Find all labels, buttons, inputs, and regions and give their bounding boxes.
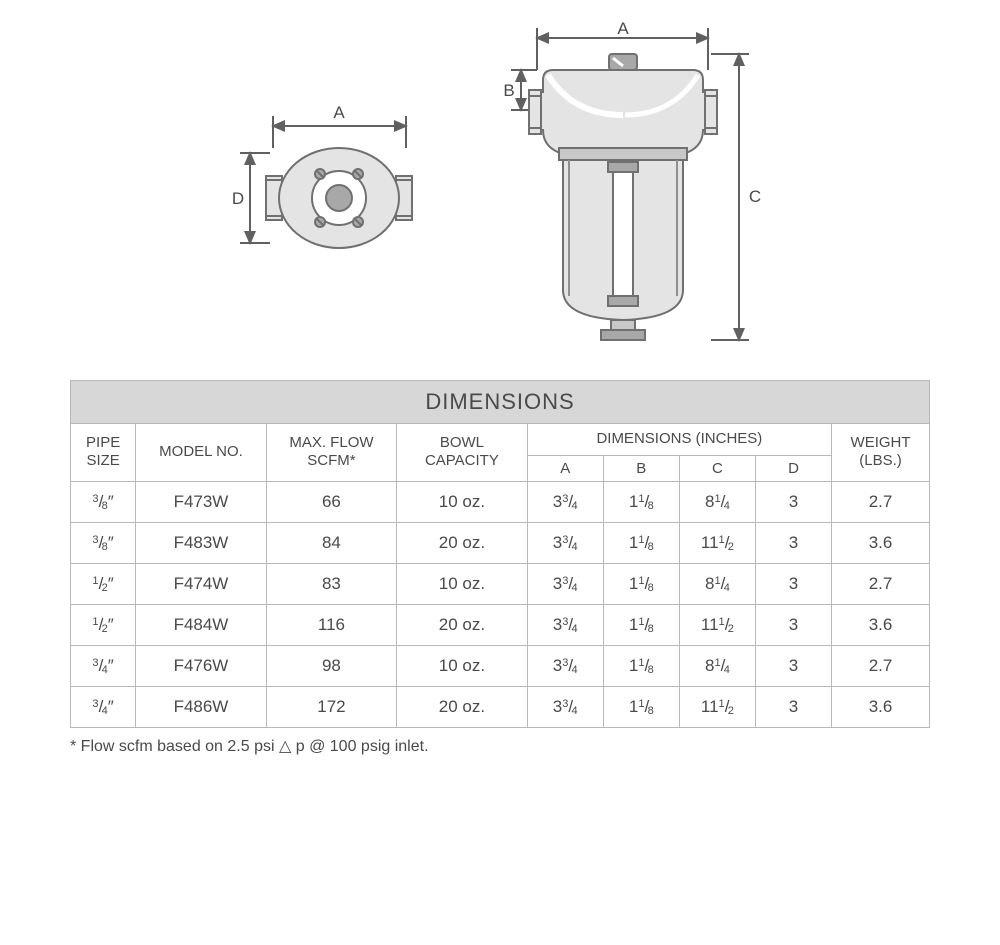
- dim-label-b: B: [503, 81, 514, 100]
- hdr-flow: MAX. FLOWSCFM*: [266, 424, 396, 482]
- hdr-pipe: PIPESIZE: [71, 424, 136, 482]
- table-row: 3/4″F486W17220 oz.33/411/8111/233.6: [71, 686, 930, 727]
- hdr-a: A: [527, 455, 603, 481]
- diagram-area: A D: [70, 20, 930, 350]
- dim-label-c: C: [748, 187, 760, 206]
- dim-label-a: A: [333, 103, 345, 122]
- top-view-diagram: A D: [228, 98, 438, 273]
- hdr-c: C: [679, 455, 755, 481]
- hdr-d: D: [755, 455, 831, 481]
- table-body: 3/8″F473W6610 oz.33/411/881/432.73/8″F48…: [71, 481, 930, 727]
- hdr-dims: DIMENSIONS (INCHES): [527, 424, 831, 456]
- hdr-bowl: BOWLCAPACITY: [397, 424, 527, 482]
- table-row: 1/2″F484W11620 oz.33/411/8111/233.6: [71, 604, 930, 645]
- dimensions-table: DIMENSIONS PIPESIZE MODEL NO. MAX. FLOWS…: [70, 380, 930, 728]
- table-row: 3/8″F473W6610 oz.33/411/881/432.7: [71, 481, 930, 522]
- hdr-model: MODEL NO.: [136, 424, 266, 482]
- table-row: 1/2″F474W8310 oz.33/411/881/432.7: [71, 563, 930, 604]
- page: A D: [0, 0, 1000, 756]
- footnote: * Flow scfm based on 2.5 psi △ p @ 100 p…: [70, 736, 930, 756]
- dim-label-a2: A: [617, 20, 629, 38]
- hdr-weight: WEIGHT(LBS.): [832, 424, 930, 482]
- dim-label-d: D: [231, 189, 243, 208]
- table-row: 3/8″F483W8420 oz.33/411/8111/233.6: [71, 522, 930, 563]
- table-title: DIMENSIONS: [71, 381, 930, 424]
- side-view-diagram: A B C: [493, 20, 773, 350]
- table-row: 3/4″F476W9810 oz.33/411/881/432.7: [71, 645, 930, 686]
- hdr-b: B: [603, 455, 679, 481]
